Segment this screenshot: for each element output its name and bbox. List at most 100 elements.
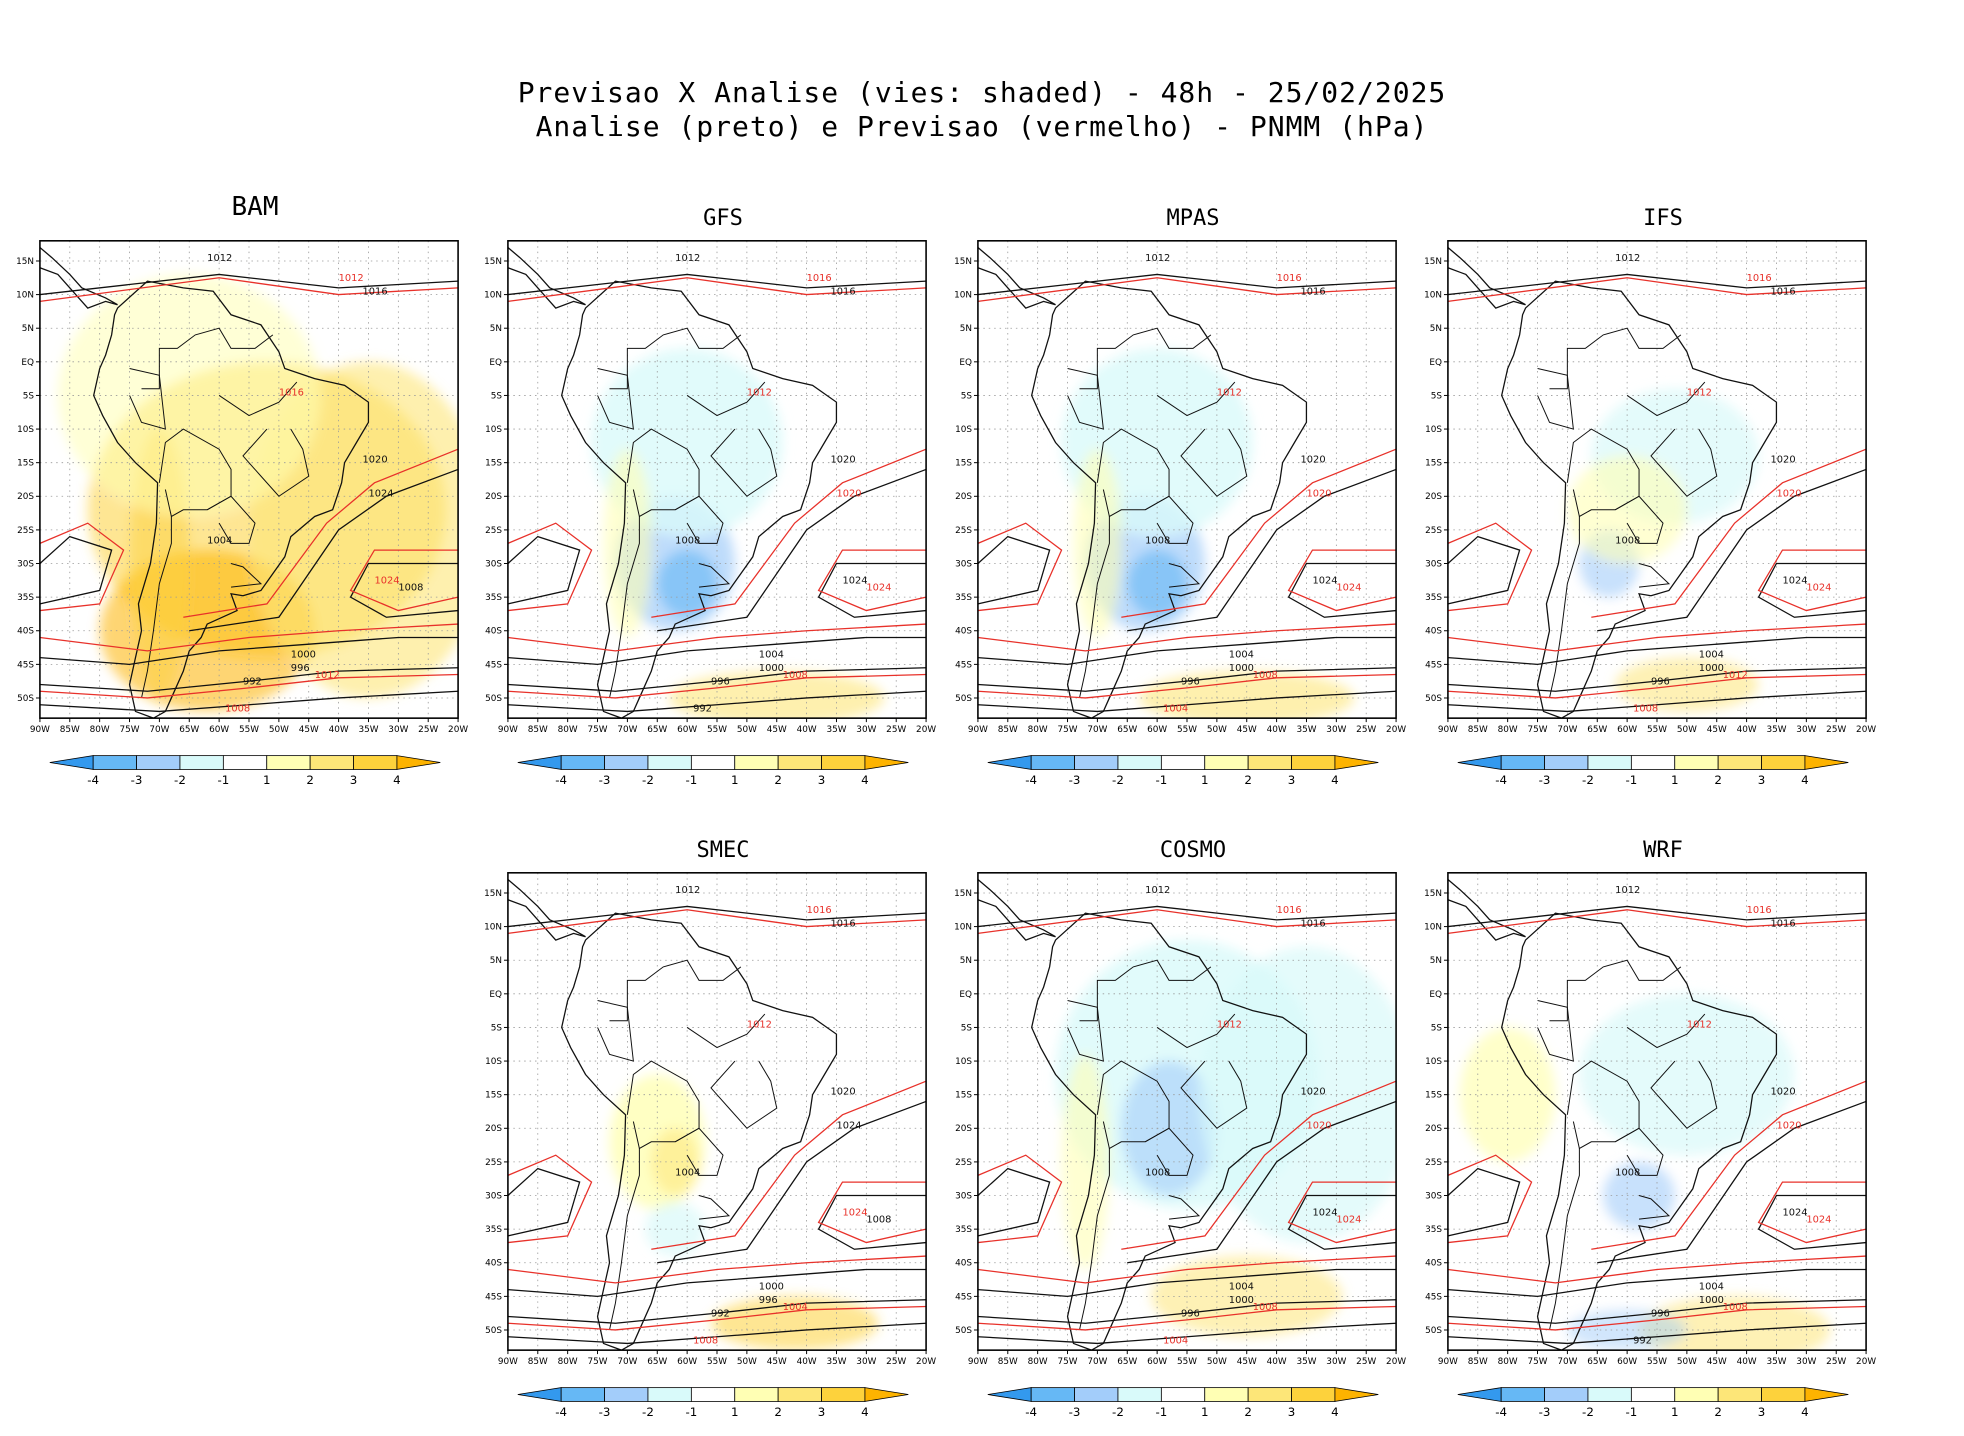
- country-border: [686, 381, 766, 417]
- lat-tick-label: 40S: [955, 1259, 972, 1269]
- lon-tick-label: 60W: [677, 725, 697, 735]
- lat-tick-label: 10S: [1425, 425, 1442, 435]
- colorbar-swatch: [1674, 1387, 1719, 1402]
- lat-tick-label: 25S: [485, 526, 502, 536]
- contour-label: 1004: [207, 535, 232, 546]
- colorbar-swatch: [1334, 755, 1379, 770]
- contour-label: 1020: [831, 455, 856, 466]
- colorbar-swatch: [690, 755, 736, 770]
- colorbar-label: 2: [774, 1405, 782, 1419]
- colorbar-label: 2: [1714, 773, 1722, 787]
- contour-label: 1024: [1312, 576, 1337, 587]
- lon-tick-label: 65W: [1587, 725, 1607, 735]
- lon-tick-label: 60W: [1147, 725, 1167, 735]
- lon-tick-label: 35W: [1296, 725, 1316, 735]
- colorbar-swatch: [1587, 1387, 1632, 1402]
- lon-tick-label: 40W: [797, 725, 817, 735]
- colorbar-label: 4: [1801, 773, 1809, 787]
- colorbar-label: 3: [1288, 1405, 1296, 1419]
- colorbar-swatch: [1804, 755, 1849, 770]
- lat-tick-label: 5N: [960, 324, 972, 334]
- lon-tick-label: 65W: [1587, 1357, 1607, 1367]
- country-border: [1549, 1148, 1580, 1331]
- lat-tick-label: EQ: [489, 990, 502, 1000]
- lon-tick-label: 85W: [998, 1357, 1018, 1367]
- lat-tick-label: 35S: [955, 1225, 972, 1235]
- panel-title: IFS: [1643, 206, 1683, 231]
- contour-label: 1016: [807, 905, 832, 916]
- lon-tick-label: 20W: [1386, 1357, 1406, 1367]
- lat-tick-label: 40S: [955, 627, 972, 637]
- colorbar-swatch: [1457, 1387, 1502, 1402]
- lon-tick-label: 25W: [1356, 725, 1376, 735]
- colorbar-label: 4: [1331, 773, 1339, 787]
- colorbar-swatch: [987, 1387, 1032, 1402]
- country-border: [1079, 516, 1110, 699]
- colorbar-label: 3: [818, 1405, 826, 1419]
- contour-label: 1000: [759, 1282, 784, 1293]
- country-border: [597, 368, 634, 430]
- contour-label: 996: [1181, 1309, 1200, 1320]
- coastline: [560, 912, 838, 1351]
- lon-tick-label: 45W: [767, 1357, 787, 1367]
- colorbar-swatch: [1204, 755, 1249, 770]
- lon-tick-label: 70W: [617, 1357, 637, 1367]
- lon-tick-label: 20W: [448, 725, 468, 735]
- lat-tick-label: 15S: [955, 1091, 972, 1101]
- colorbar-label: -4: [1025, 1405, 1037, 1419]
- lat-tick-label: 25S: [955, 526, 972, 536]
- colorbar-label: 1: [263, 773, 271, 787]
- colorbar: -4 -3 -2 -1 1 2 3 4: [1457, 755, 1849, 787]
- country-border: [1549, 516, 1580, 699]
- lon-tick-label: 70W: [1087, 725, 1107, 735]
- contour-label: 1024: [1336, 582, 1361, 593]
- colorbar-label: -2: [1582, 1405, 1594, 1419]
- colorbar-label: 1: [1671, 773, 1679, 787]
- lon-tick-label: 90W: [968, 725, 988, 735]
- lat-tick-label: 45S: [485, 1292, 502, 1302]
- lat-tick-label: 10N: [1424, 923, 1442, 933]
- lon-tick-label: 25W: [1826, 725, 1846, 735]
- contour-label: 1008: [693, 1335, 718, 1346]
- lon-tick-label: 40W: [329, 725, 349, 735]
- contour-label: 1016: [363, 287, 388, 298]
- coastline: [1030, 280, 1308, 719]
- panel-ifs: IFS 1012 1016 1016 1012 1020 1020 1024 1024 1008 1…: [1424, 206, 1878, 800]
- contour-label: 1016: [1747, 905, 1772, 916]
- panel-smec: SMEC 1012 1016 1016 1012 1020 1024 1024 1008 1004…: [484, 838, 938, 1432]
- colorbar-label: 2: [1244, 773, 1252, 787]
- lon-tick-label: 65W: [179, 725, 199, 735]
- lon-tick-label: 75W: [120, 725, 140, 735]
- contour-label: 1008: [783, 670, 808, 681]
- contour-label: 1000: [1699, 663, 1724, 674]
- colorbar-swatch: [777, 755, 822, 770]
- country-border: [1537, 1000, 1574, 1062]
- lat-tick-label: 40S: [485, 1259, 502, 1269]
- lon-tick-label: 45W: [1707, 725, 1727, 735]
- colorbar-swatch: [647, 1387, 692, 1402]
- contour-label: 1004: [1229, 1282, 1254, 1293]
- colorbar-label: 2: [1714, 1405, 1722, 1419]
- lat-tick-label: 5N: [960, 956, 972, 966]
- lat-tick-label: 35S: [485, 593, 502, 603]
- colorbar-swatch: [517, 1387, 562, 1402]
- country-border: [206, 495, 256, 544]
- colorbar-swatch: [1630, 1387, 1676, 1402]
- colorbar-swatch: [1117, 755, 1162, 770]
- colorbar: -4 -3 -2 -1 1 2 3 4: [517, 1387, 909, 1419]
- colorbar-label: -2: [174, 773, 186, 787]
- lon-tick-label: 85W: [998, 725, 1018, 735]
- colorbar-label: 4: [1331, 1405, 1339, 1419]
- lat-tick-label: 15S: [1425, 1091, 1442, 1101]
- colorbar-swatch: [1074, 755, 1119, 770]
- country-border: [1079, 1148, 1110, 1331]
- colorbar-label: -3: [131, 773, 143, 787]
- lon-tick-label: 55W: [1647, 725, 1667, 735]
- lat-tick-label: 15S: [1425, 459, 1442, 469]
- lon-tick-label: 25W: [886, 725, 906, 735]
- contour-label: 1012: [747, 387, 772, 398]
- contour-label: 1004: [783, 1302, 808, 1313]
- lon-tick-label: 75W: [1058, 1357, 1078, 1367]
- lat-tick-label: 20S: [955, 492, 972, 502]
